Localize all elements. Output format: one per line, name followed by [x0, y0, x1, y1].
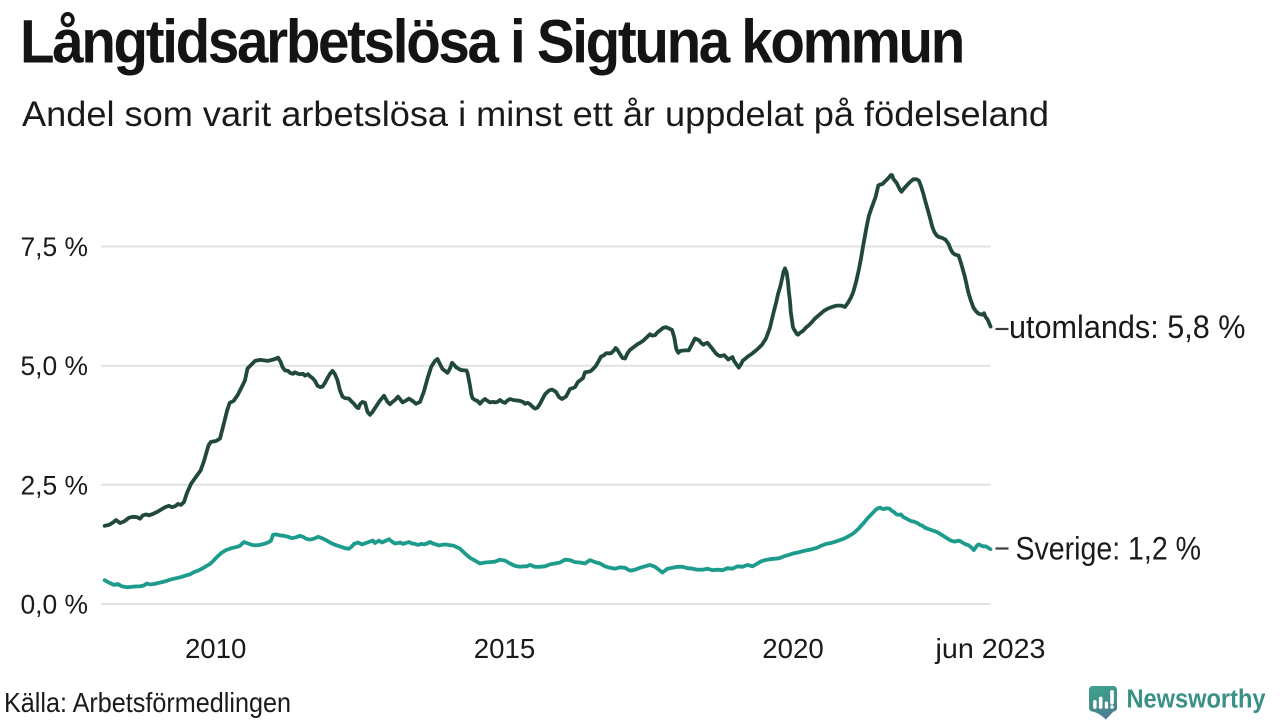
- svg-text:Sverige: 1,2 %: Sverige: 1,2 %: [1016, 531, 1202, 567]
- svg-text:utomlands: 5,8 %: utomlands: 5,8 %: [1009, 309, 1246, 345]
- svg-text:2,5 %: 2,5 %: [21, 470, 89, 500]
- svg-text:2015: 2015: [474, 633, 536, 664]
- svg-text:7,5 %: 7,5 %: [21, 232, 89, 262]
- svg-text:jun 2023: jun 2023: [934, 633, 1045, 664]
- svg-text:0,0 %: 0,0 %: [21, 590, 89, 620]
- svg-text:Källa: Arbetsförmedlingen: Källa: Arbetsförmedlingen: [4, 687, 291, 718]
- svg-text:2020: 2020: [762, 633, 824, 664]
- svg-text:5,0 %: 5,0 %: [21, 351, 89, 381]
- svg-text:2010: 2010: [185, 633, 247, 664]
- svg-text:Newsworthy: Newsworthy: [1127, 686, 1267, 714]
- svg-text:Långtidsarbetslösa i Sigtuna k: Långtidsarbetslösa i Sigtuna kommun: [20, 8, 963, 76]
- svg-text:Andel som varit arbetslösa i m: Andel som varit arbetslösa i minst ett å…: [22, 95, 1049, 134]
